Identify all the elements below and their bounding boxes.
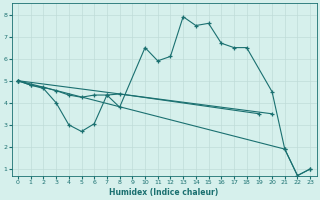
X-axis label: Humidex (Indice chaleur): Humidex (Indice chaleur) (109, 188, 219, 197)
